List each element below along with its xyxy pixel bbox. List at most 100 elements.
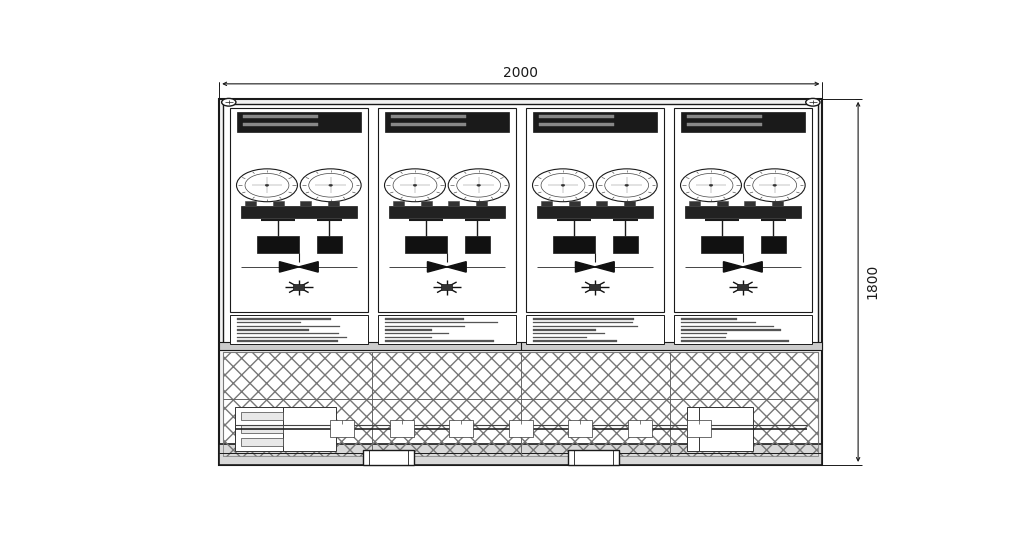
Bar (681, 340, 777, 341)
Bar (465, 236, 489, 252)
Polygon shape (299, 262, 318, 272)
Bar (589, 284, 600, 290)
Bar (219, 444, 822, 465)
Circle shape (300, 169, 361, 202)
Bar (229, 108, 368, 312)
Polygon shape (595, 262, 614, 272)
Bar (441, 284, 453, 290)
Bar (384, 340, 485, 341)
Bar (384, 333, 469, 334)
Bar (567, 450, 618, 465)
Bar (316, 236, 342, 252)
Circle shape (384, 169, 445, 202)
Bar (568, 420, 592, 438)
Bar (237, 333, 309, 334)
Bar (532, 326, 580, 327)
Bar (532, 333, 646, 334)
Bar (681, 333, 763, 334)
Bar (283, 407, 336, 450)
Bar (532, 319, 590, 320)
Bar (272, 201, 284, 206)
Bar (257, 236, 299, 252)
Bar (390, 420, 414, 438)
Bar (384, 322, 495, 324)
Bar (219, 99, 822, 465)
Bar (532, 336, 626, 338)
Bar (744, 201, 756, 206)
Bar (687, 407, 741, 450)
Bar (241, 412, 283, 420)
Bar (681, 336, 795, 338)
Bar (772, 201, 783, 206)
Polygon shape (427, 262, 446, 272)
Polygon shape (575, 262, 595, 272)
Bar (674, 108, 812, 312)
Bar (243, 123, 317, 126)
Bar (450, 420, 473, 438)
Bar (701, 236, 742, 252)
Bar (245, 201, 256, 206)
Bar (568, 201, 580, 206)
Bar (449, 201, 460, 206)
Bar (300, 201, 311, 206)
Bar (532, 322, 585, 324)
Bar (384, 319, 461, 320)
Circle shape (221, 98, 236, 106)
Circle shape (265, 184, 268, 186)
Bar (384, 336, 462, 338)
Bar (421, 201, 431, 206)
Text: 2000: 2000 (504, 66, 539, 80)
Bar (553, 236, 595, 252)
Circle shape (681, 169, 741, 202)
Circle shape (596, 169, 657, 202)
Bar (685, 206, 801, 218)
Bar (237, 336, 297, 338)
Bar (541, 201, 552, 206)
Bar (393, 201, 403, 206)
Bar (219, 342, 822, 350)
Bar (384, 112, 509, 132)
Bar (389, 206, 505, 218)
Bar (624, 201, 635, 206)
Polygon shape (742, 262, 762, 272)
Bar (539, 115, 613, 118)
Circle shape (237, 169, 297, 202)
Bar (237, 340, 340, 341)
Bar (362, 450, 414, 465)
Bar (476, 201, 487, 206)
Circle shape (477, 184, 480, 186)
Bar (229, 315, 368, 344)
Bar (699, 407, 753, 450)
Bar (241, 425, 283, 433)
Bar (241, 438, 283, 446)
Circle shape (413, 184, 417, 186)
Text: 1800: 1800 (865, 264, 880, 300)
Bar (737, 284, 749, 290)
Bar (612, 236, 638, 252)
Bar (237, 322, 307, 324)
Polygon shape (723, 262, 742, 272)
Bar (681, 319, 761, 320)
Circle shape (449, 169, 509, 202)
Bar (689, 201, 700, 206)
Bar (237, 329, 286, 331)
Bar (596, 201, 607, 206)
Circle shape (773, 184, 776, 186)
Bar (243, 115, 317, 118)
Bar (532, 329, 608, 331)
Bar (384, 329, 431, 331)
Bar (628, 420, 651, 438)
Bar (391, 115, 466, 118)
Bar (328, 201, 339, 206)
Bar (717, 201, 728, 206)
Bar (237, 112, 361, 132)
Circle shape (710, 184, 713, 186)
Bar (509, 420, 532, 438)
Bar (687, 420, 712, 438)
Bar (537, 206, 653, 218)
Bar (532, 112, 657, 132)
Polygon shape (446, 262, 466, 272)
Circle shape (625, 184, 629, 186)
Bar (293, 284, 304, 290)
Bar (539, 123, 613, 126)
